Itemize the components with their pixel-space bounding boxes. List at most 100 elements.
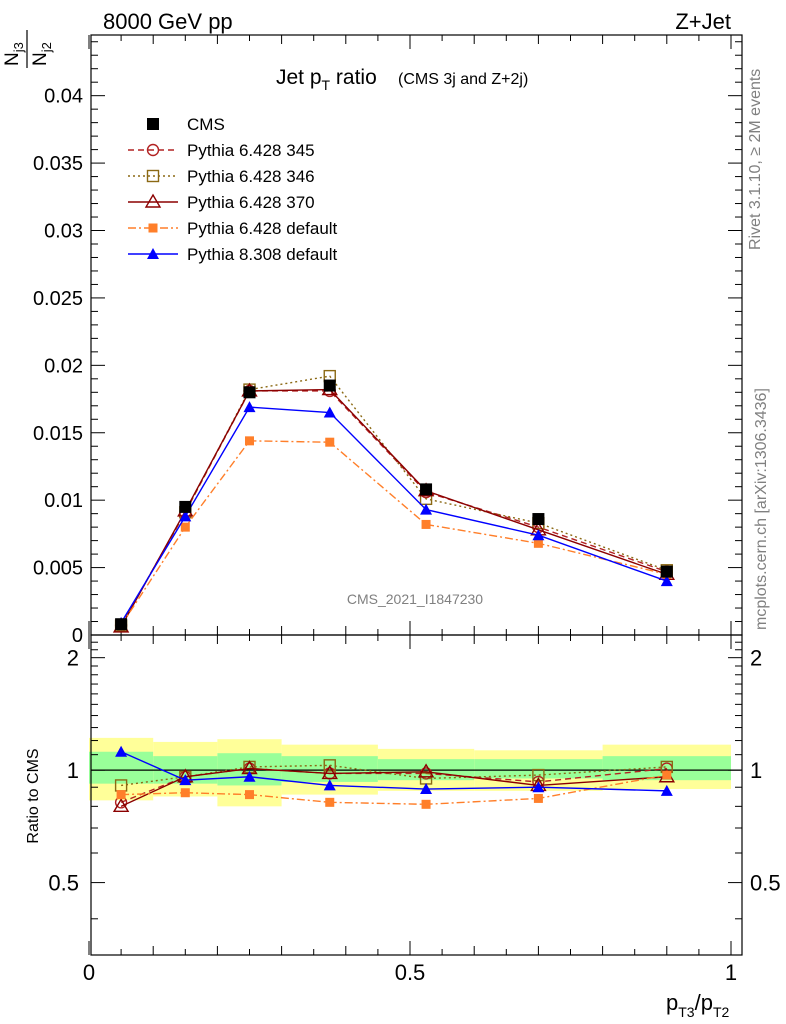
legend-entry: Pythia 8.308 default — [128, 245, 338, 264]
ratio-point — [417, 763, 435, 778]
main-ytick-label: 0.005 — [33, 558, 83, 580]
ratio-point — [115, 745, 128, 757]
ratio-frame — [90, 634, 743, 956]
main-ylabel: Nj3 Nj2 — [2, 30, 54, 68]
main-series — [112, 369, 676, 633]
legend-label: Pythia 6.428 345 — [187, 141, 315, 160]
ratio-ytick-label-right: 0.5 — [750, 871, 781, 896]
legend-entry: Pythia 6.428 346 — [128, 167, 315, 186]
ratio-point — [243, 770, 256, 782]
ratio-point — [112, 797, 130, 813]
data-point — [243, 386, 256, 399]
mcplots-label: mcplots.cern.ch [arXiv:1306.3436] — [753, 388, 770, 630]
legend-marker — [146, 169, 160, 183]
ratio-point — [660, 784, 673, 796]
main-title: Jet pT ratio — [276, 66, 377, 93]
ratio-ylabel: Ratio to CMS — [25, 748, 42, 843]
ratio-point — [532, 768, 545, 782]
data-point — [421, 519, 431, 529]
ratio-xtick-label: 1 — [725, 960, 737, 985]
ratio-ytick-label-left: 1 — [67, 758, 79, 783]
ratio-point — [532, 781, 545, 793]
ratio-point — [321, 765, 338, 780]
legend-marker — [144, 193, 162, 208]
ratio-axis-ticks: 0.5 0.5 1 1 2 2 0 0.5 1 — [48, 635, 781, 985]
legend-label: Pythia 8.308 default — [187, 245, 338, 264]
main-ytick-label: 0.03 — [44, 221, 83, 243]
main-ytick-label: 0.015 — [33, 423, 83, 445]
ratio-xtick-label: 0 — [83, 960, 95, 985]
data-point — [533, 538, 543, 548]
main-axis-ticks: 0 0.005 0.01 0.015 0.02 0.025 0.03 0.035 0.04 — [33, 35, 742, 647]
legend-marker — [146, 143, 160, 157]
ratio-ytick-label-right: 1 — [750, 758, 762, 783]
main-ytick-label: 0.035 — [33, 153, 83, 175]
ratio-point — [245, 790, 254, 800]
data-point — [180, 522, 190, 532]
legend-entry: Pythia 6.428 345 — [128, 141, 315, 160]
ratio-series-pythia-8-308-default — [115, 745, 673, 796]
main-subtitle: (CMS 3j and Z+2j) — [398, 71, 528, 88]
ratio-point — [323, 759, 336, 772]
ratio-point — [662, 770, 672, 780]
ratio-ytick-label-left: 0.5 — [48, 871, 79, 896]
ratio-point — [116, 790, 126, 800]
data-point — [420, 503, 433, 515]
legend: CMS Pythia 6.428 345 Pythia 6.428 346 Pythi… — [128, 115, 338, 264]
legend-entry: CMS — [147, 115, 225, 134]
title-tail: ratio — [330, 66, 377, 89]
legend-entry: Pythia 6.428 370 — [128, 193, 315, 212]
ratio-point — [421, 799, 431, 809]
data-point — [325, 437, 335, 447]
data-point — [115, 618, 128, 631]
main-ytick-label: 0.02 — [44, 355, 83, 377]
header-process: Z+Jet — [675, 9, 731, 34]
data-point — [420, 483, 433, 496]
plot-frames — [90, 34, 743, 956]
legend-label: Pythia 6.428 default — [187, 219, 338, 238]
series-line — [120, 375, 668, 626]
series-cms — [115, 379, 673, 631]
legend-marker — [147, 118, 159, 130]
ratio-series-pythia-6-428-default — [116, 770, 672, 809]
data-point — [179, 500, 192, 513]
ratio-point — [420, 783, 433, 795]
main-ytick-label: 0 — [72, 625, 83, 647]
ratio-uncertainty-bands — [89, 737, 742, 807]
ratio-point — [325, 797, 335, 807]
data-point — [243, 401, 256, 413]
band-green-0 — [89, 751, 154, 784]
title-main: Jet p — [276, 66, 322, 89]
data-point — [660, 575, 673, 587]
ratio-point — [533, 793, 543, 803]
ratio-ytick-label-left: 2 — [67, 646, 79, 671]
ylabel-num: Nj3 — [2, 42, 26, 66]
legend-label: Pythia 6.428 370 — [187, 193, 315, 212]
legend-marker — [147, 248, 159, 259]
ratio-point — [323, 779, 336, 791]
series-pythia-8-308-default — [115, 401, 673, 628]
ratio-ytick-label-right: 2 — [750, 646, 762, 671]
ratio-point — [180, 788, 190, 798]
legend-entry: Pythia 6.428 default — [128, 219, 338, 238]
title-sub: T — [322, 77, 331, 93]
data-point — [179, 510, 192, 522]
band-green-5 — [474, 759, 603, 779]
ratio-xlabel: pT3/pT2 — [666, 990, 730, 1020]
ratio-point — [179, 774, 192, 786]
data-point — [532, 513, 545, 526]
data-point — [323, 406, 336, 418]
header-energy: 8000 GeV pp — [103, 9, 233, 34]
data-point — [245, 436, 254, 446]
ratio-xtick-label: 0.5 — [395, 960, 426, 985]
ratio-series — [112, 745, 676, 813]
legend-label: CMS — [187, 115, 225, 134]
data-point — [660, 565, 673, 578]
legend-label: Pythia 6.428 346 — [187, 167, 315, 186]
ylabel-den: Nj2 — [30, 42, 54, 66]
analysis-watermark: CMS_2021_I1847230 — [347, 591, 483, 607]
data-point — [532, 529, 545, 541]
main-ytick-label: 0.04 — [44, 86, 83, 108]
data-point — [323, 379, 336, 392]
